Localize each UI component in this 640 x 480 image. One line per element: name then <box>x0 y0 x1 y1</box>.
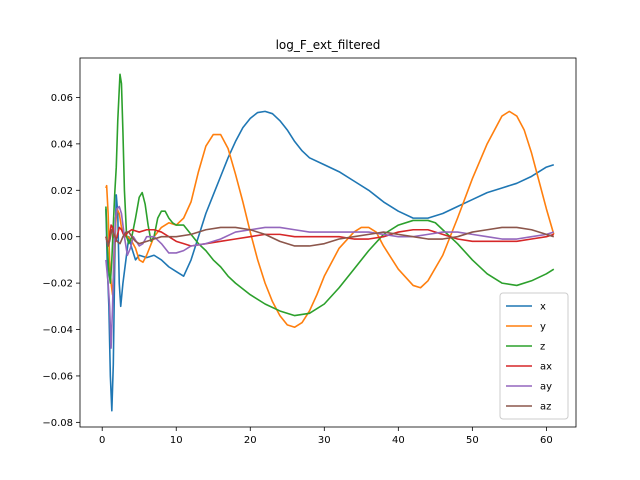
y-tick-label: 0.06 <box>51 93 73 104</box>
x-tick-label: 50 <box>466 435 479 446</box>
legend-label-ax: ax <box>540 362 552 373</box>
x-tick-label: 30 <box>318 435 331 446</box>
x-tick-label: 0 <box>99 435 105 446</box>
legend-label-z: z <box>540 342 545 353</box>
y-tick-label: 0.04 <box>51 139 73 150</box>
series-line-ax <box>105 224 555 247</box>
axes-layer: 0 10 20 30 40 50 60 −0.08 −0.06 −0.04 −0.02 0.00 0.0… <box>42 57 577 446</box>
plot-frame <box>79 57 577 428</box>
x-tick-label: 10 <box>170 435 183 446</box>
y-tick-label: 0.00 <box>51 232 73 243</box>
series-line-x <box>105 110 555 412</box>
y-tick-label: −0.02 <box>42 279 73 290</box>
chart-title: log_F_ext_filtered <box>276 38 381 52</box>
x-tick-label: 20 <box>244 435 257 446</box>
x-tick-label: 40 <box>392 435 405 446</box>
y-tick-label: −0.06 <box>42 371 73 382</box>
legend-label-x: x <box>540 302 546 313</box>
series-layer <box>105 73 555 412</box>
series-line-az <box>105 226 555 247</box>
x-tick-label: 60 <box>540 435 553 446</box>
series-line-y <box>105 110 555 329</box>
legend-box <box>499 292 569 420</box>
legend-label-y: y <box>540 322 546 333</box>
legend-label-ay: ay <box>540 382 552 393</box>
y-tick-label: 0.02 <box>51 186 73 197</box>
series-line-ay <box>105 205 555 349</box>
legend-label-az: az <box>540 402 551 413</box>
y-tick-label: −0.08 <box>42 418 73 429</box>
legend: xyz ax ay az <box>499 292 569 420</box>
series-line-z <box>105 73 555 317</box>
y-tick-label: −0.04 <box>42 325 73 336</box>
